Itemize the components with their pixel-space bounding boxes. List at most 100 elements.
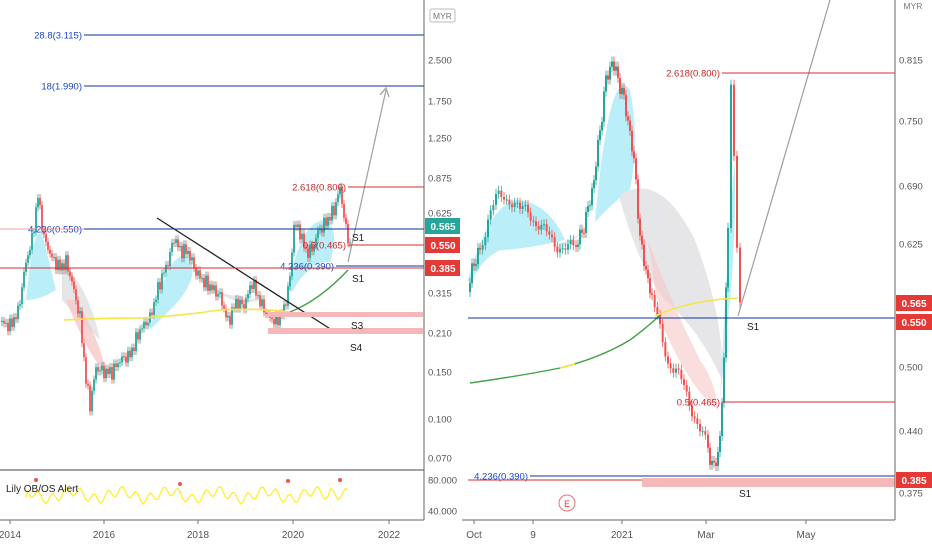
right-candle-body — [572, 240, 575, 246]
left-candle-body — [5, 322, 7, 324]
right-candle-body — [639, 218, 641, 236]
right-price-tag: 0.565 — [901, 299, 926, 310]
left-candle-body — [57, 259, 59, 271]
left-candle-body — [241, 299, 243, 305]
right-candle-body — [739, 247, 741, 303]
right-candle-body — [727, 227, 729, 288]
right-y-tick: 0.375 — [899, 489, 923, 500]
right-candle-body — [635, 158, 637, 180]
left-candle-body — [153, 302, 155, 315]
left-y-tick: 0.210 — [428, 329, 452, 340]
left-candle-body — [141, 328, 143, 330]
right-fib-label: 2.618(0.800) — [666, 69, 720, 80]
right-candle-body — [699, 423, 701, 432]
left-candle-body — [249, 285, 251, 294]
right-price-tag-bg — [896, 472, 932, 488]
left-y-tick: 0.875 — [428, 174, 452, 185]
left-candle-body — [247, 293, 249, 299]
left-fib-label: 28.8(3.115) — [34, 31, 82, 42]
left-candle-body — [315, 237, 317, 246]
right-candle-body — [721, 402, 723, 436]
descending-trendline[interactable] — [156, 217, 333, 331]
right-cloud-down-2 — [620, 188, 723, 380]
right-candle-body — [675, 368, 677, 373]
right-candle-body — [497, 190, 500, 194]
left-candle-body — [339, 186, 341, 195]
left-candle-body — [261, 299, 263, 307]
right-candle-body — [627, 116, 629, 121]
right-candle-body — [489, 210, 492, 220]
right-candle-body — [717, 452, 719, 466]
right-candle-body — [543, 224, 545, 226]
left-x-tick: 2016 — [93, 530, 116, 541]
right-candle-body — [715, 462, 717, 466]
right-price-tag-bg — [896, 314, 932, 330]
left-candle-body — [277, 314, 279, 326]
left-candle-body — [77, 300, 79, 314]
right-y-tick: 0.815 — [899, 56, 923, 67]
left-candle-body — [109, 367, 111, 374]
left-ma-green — [289, 269, 349, 313]
right-candle-body — [553, 237, 556, 247]
right-candle-body — [637, 179, 639, 219]
right-y-tick: 0.440 — [899, 427, 923, 438]
right-price-axis: 0.815 0.750 0.690 0.625 0.500 0.440 0.375 — [899, 56, 923, 500]
left-x-tick: 2018 — [187, 530, 210, 541]
left-currency-badge[interactable]: MYR — [429, 8, 456, 23]
right-candle-body — [479, 247, 481, 250]
right-candle-body — [532, 220, 535, 222]
left-y-tick: 2.500 — [428, 56, 452, 67]
left-candle-body — [237, 299, 239, 309]
right-candle-body — [587, 206, 589, 212]
left-candle-body — [251, 285, 253, 290]
right-candle-body — [667, 356, 669, 364]
left-fib-label: 2.618(0.800) — [292, 183, 346, 194]
left-candle-body — [229, 315, 231, 325]
left-x-tick: 2022 — [378, 530, 401, 541]
right-candles — [469, 56, 741, 471]
right-candle-body — [615, 66, 617, 71]
left-candle-body — [181, 245, 183, 259]
right-candle-body — [645, 265, 647, 270]
right-candle-body — [585, 211, 587, 233]
right-chart-pane[interactable]: 2.618(0.800) 0.5(0.465) 4.236(0.390) S1 S1… — [462, 0, 932, 541]
left-candle-body — [161, 273, 163, 290]
left-candle-body — [327, 216, 329, 226]
sr-label-s1-upper: S1 — [352, 233, 365, 244]
left-candle-body — [69, 271, 71, 277]
left-candle-body — [133, 347, 135, 352]
right-candle-body — [641, 235, 643, 245]
left-candle-body — [193, 257, 195, 269]
right-cloud-up-2 — [595, 85, 635, 222]
left-candle-body — [9, 318, 11, 332]
right-candle-body — [579, 229, 581, 245]
left-candle-body — [27, 255, 29, 263]
indicator-y-tick: 80.000 — [428, 476, 457, 487]
left-chart-pane[interactable]: 28.8(3.115) 18(1.990) 2.618(0.800) 4.236(0.… — [0, 0, 460, 541]
right-ma-yellow-seg — [559, 363, 576, 369]
left-y-tick: 0.625 — [428, 209, 452, 220]
earnings-event-marker[interactable]: E — [558, 494, 576, 512]
left-candle-body — [43, 230, 45, 235]
left-candle-body — [219, 292, 221, 294]
left-y-tick: 0.315 — [428, 289, 452, 300]
right-moving-average — [469, 297, 739, 384]
right-candle-body — [683, 379, 685, 386]
left-candle-body — [221, 292, 223, 306]
left-candle-body — [53, 257, 55, 259]
right-ma-green — [469, 314, 661, 384]
right-candle-body — [540, 224, 543, 230]
right-candle-body — [704, 431, 707, 435]
right-candle-body — [577, 244, 579, 247]
right-candle-body — [495, 193, 497, 205]
left-price-tags: 0.565 0.550 0.385 — [425, 218, 460, 276]
left-candle-body — [127, 350, 129, 363]
left-candle-body — [199, 270, 201, 279]
right-price-tag: 0.550 — [901, 318, 926, 329]
right-candle-body — [605, 75, 607, 92]
left-candle-body — [179, 245, 181, 248]
left-candle-body — [297, 224, 299, 227]
left-cloud-down — [62, 262, 100, 340]
right-candle-body — [591, 188, 593, 206]
